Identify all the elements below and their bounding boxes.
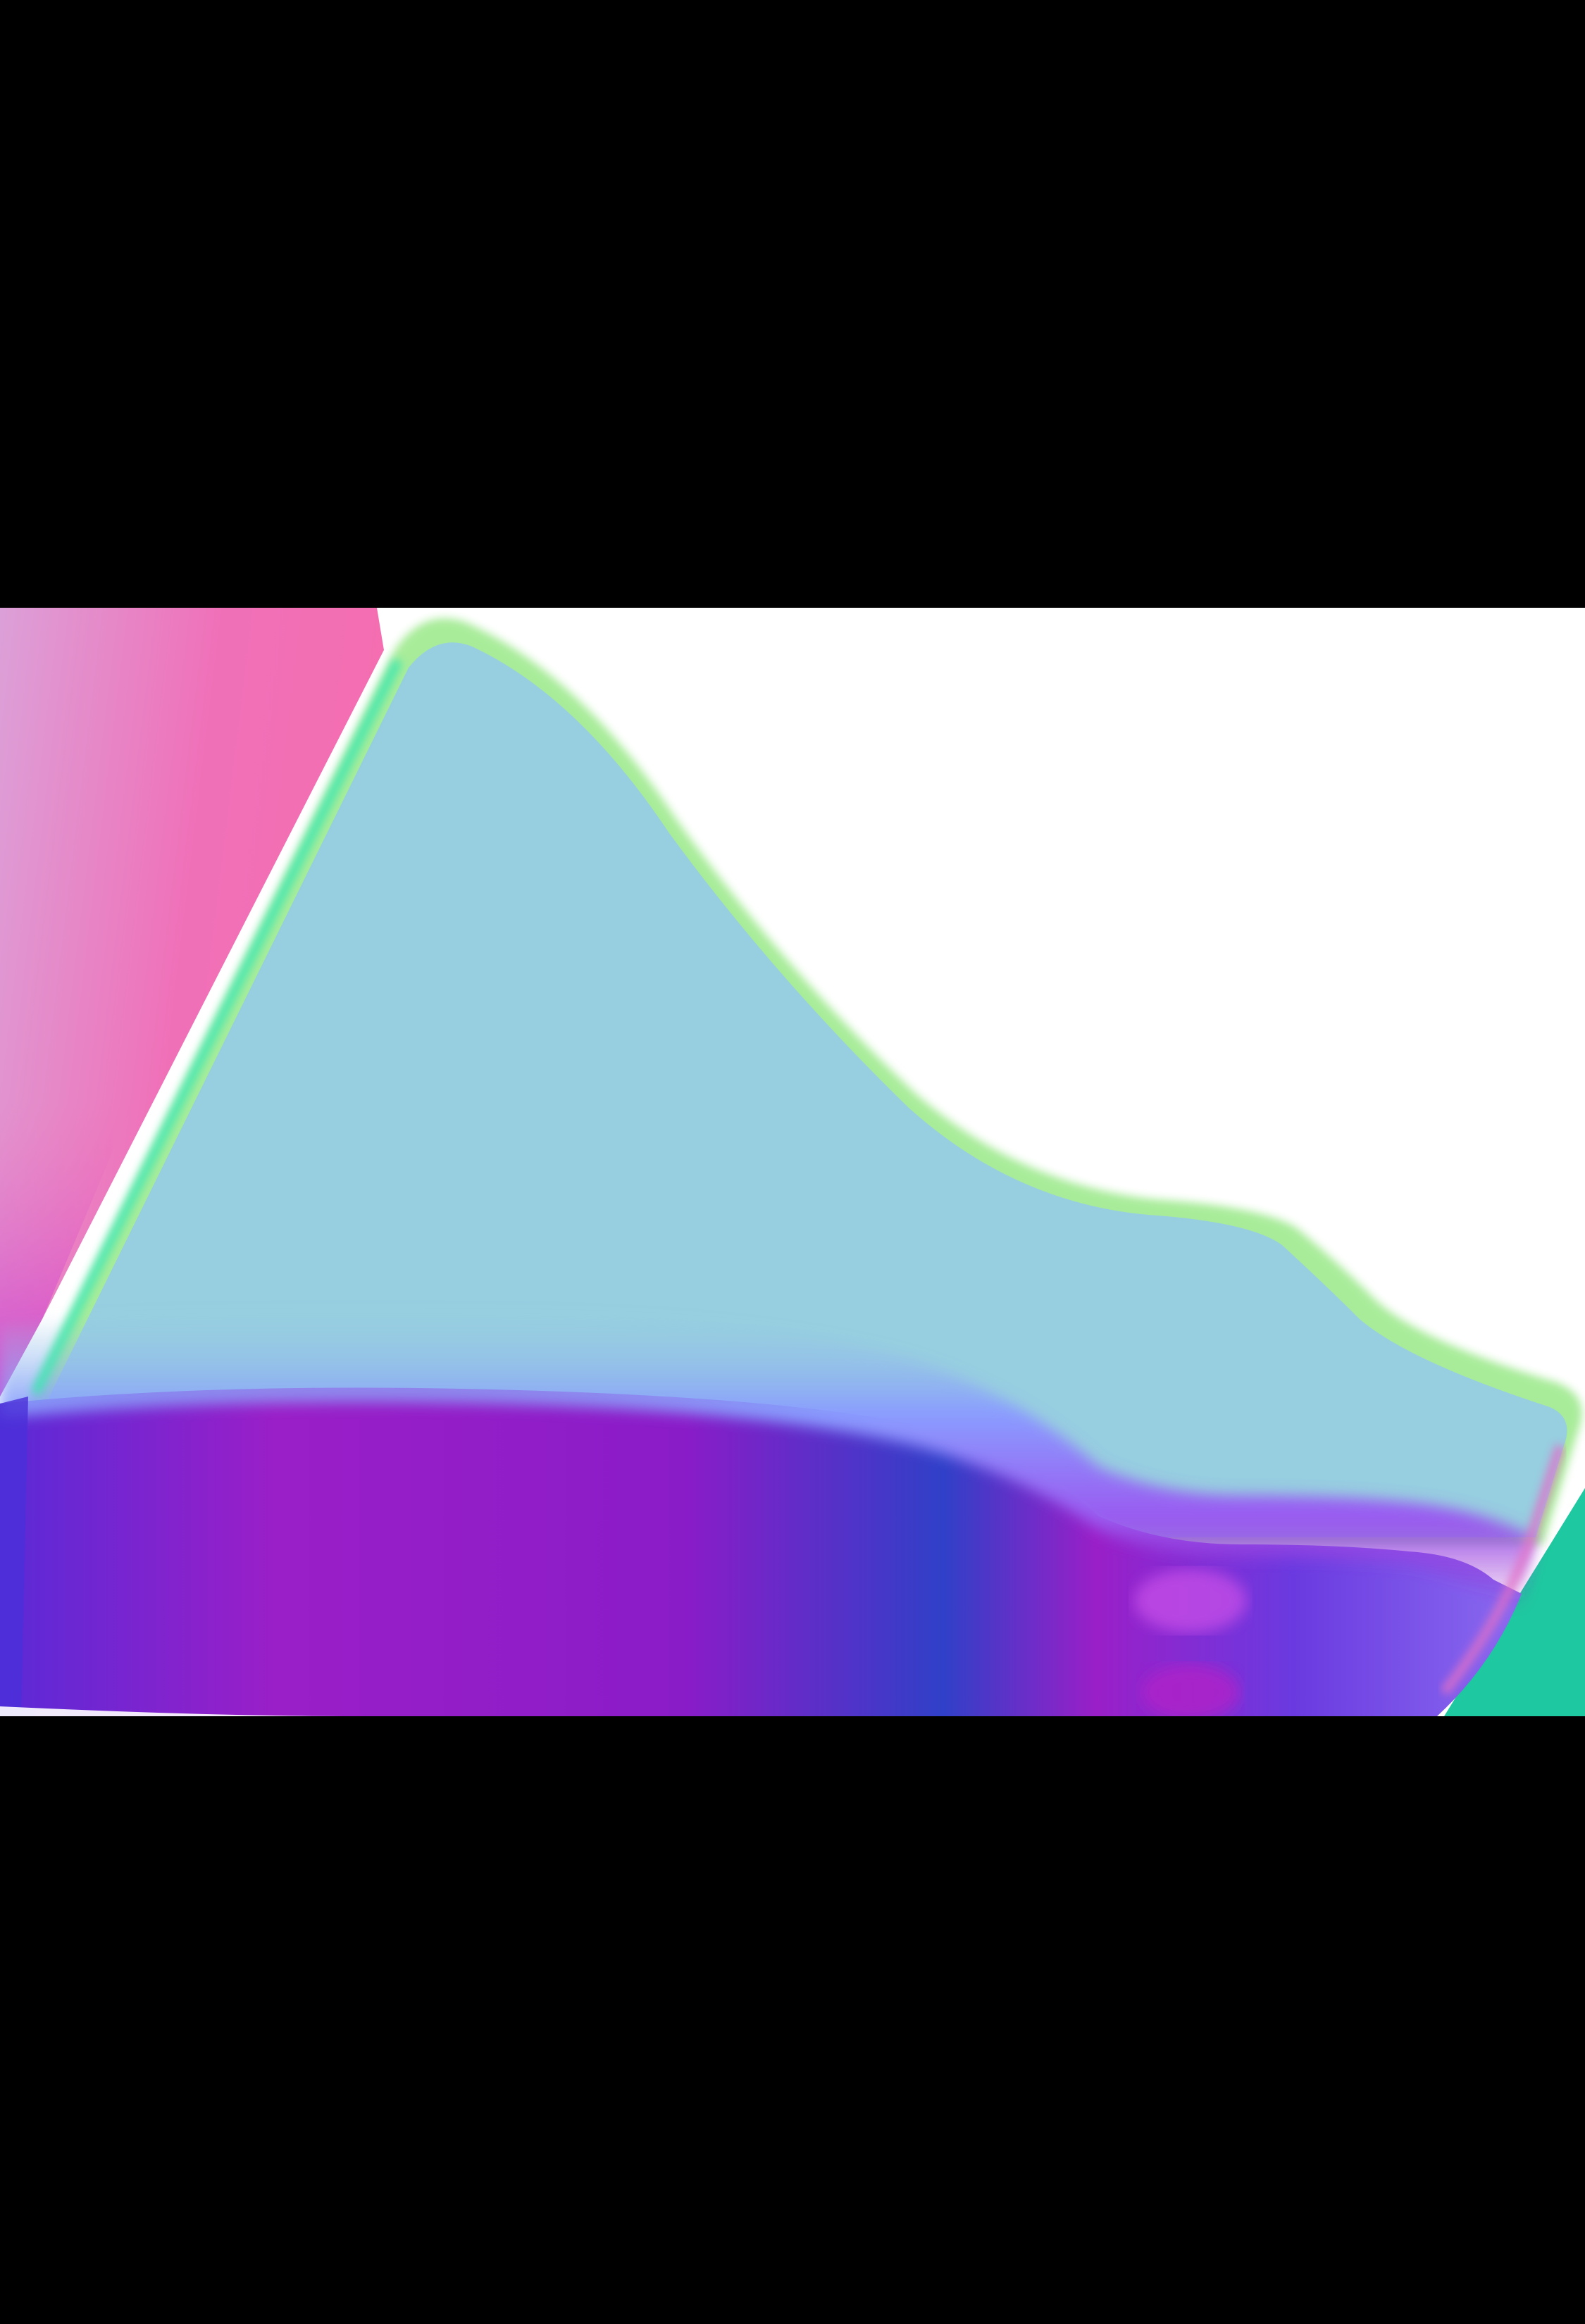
render-viewport	[0, 608, 1585, 1716]
magenta-highlight	[1134, 1569, 1247, 1632]
left-wall-shadow	[0, 1101, 134, 1397]
left-diagonal-rim	[30, 658, 403, 1396]
letterbox-bottom	[0, 1716, 1585, 2324]
bottom-white-strip	[0, 1706, 352, 1716]
right-edge-rim	[1440, 1444, 1565, 1696]
base-left-edge	[0, 1397, 28, 1716]
edge-band	[0, 1310, 1536, 1608]
letterbox-top	[0, 0, 1585, 608]
magenta-lower-highlight	[1141, 1664, 1240, 1716]
base-body	[0, 1387, 1522, 1716]
left-wall-surface	[0, 608, 384, 1397]
normal-map-render	[0, 608, 1585, 1716]
